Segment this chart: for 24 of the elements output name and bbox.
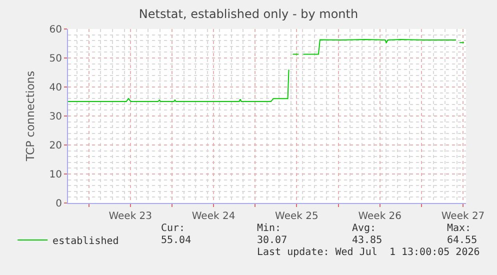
y-tick-label: 30 [49,112,62,122]
text: 64.55 [447,235,478,246]
text: Last update: Wed Jul 1 13:00:05 2026 [257,247,480,258]
text: 55.04 [161,235,192,246]
y-tick-label: 40 [49,82,62,94]
y-tick-label: 50 [49,54,62,64]
y-tick-label: 10 [49,170,62,180]
y-tick-label: 20 [49,140,62,152]
text: 30.07 [257,235,288,246]
text: Min: [257,223,282,234]
x-tick-label: Week 23 [108,211,152,222]
x-tick-label: Week 25 [275,211,318,222]
x-tick-label: Week 24 [192,211,236,222]
text: 43.85 [352,235,382,246]
x-tick-label: Week 26 [358,211,402,222]
text: Cur: [161,223,186,234]
y-tick-label: 60 [49,24,62,36]
y-tick-label: 0 [56,198,62,210]
x-tick-label: Week 27 [441,211,485,222]
y-axis-title: TCP connections [24,70,37,162]
text: Max: [447,223,472,234]
legend-label: established [52,236,119,247]
chart-title: Netstat, established only - by month [138,7,358,22]
text: Avg: [352,223,376,234]
